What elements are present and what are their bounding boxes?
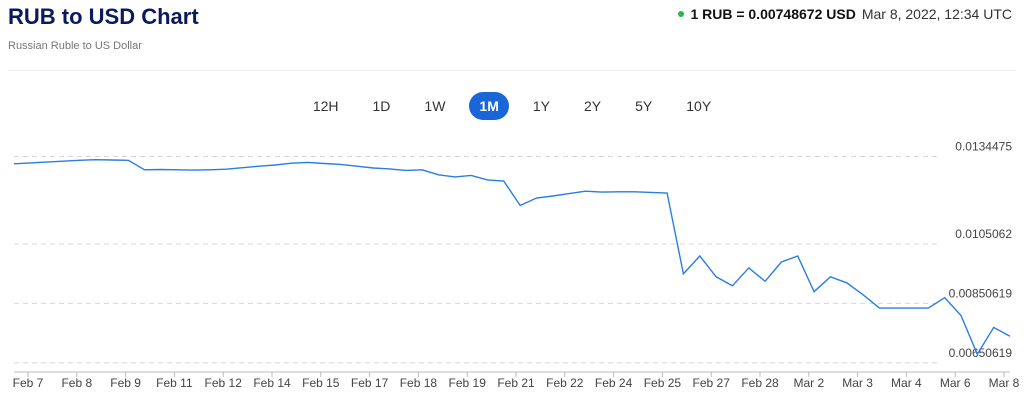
separator — [8, 70, 1016, 71]
x-tick-label: Feb 18 — [400, 376, 438, 390]
y-tick-label: 0.0105062 — [955, 227, 1012, 241]
x-tick-label: Feb 27 — [693, 376, 731, 390]
x-tick-label: Feb 21 — [497, 376, 535, 390]
range-button[interactable]: 1M — [469, 92, 509, 120]
x-tick-label: Feb 8 — [61, 376, 92, 390]
x-tick-label: Mar 4 — [891, 376, 922, 390]
live-dot — [678, 11, 685, 17]
range-button[interactable]: 1D — [372, 98, 391, 114]
range-button[interactable]: 1Y — [532, 98, 550, 114]
x-tick-label: Mar 3 — [842, 376, 873, 390]
y-tick-label: 0.0134475 — [955, 140, 1012, 154]
x-tick-label: Mar 2 — [793, 376, 824, 390]
range-button[interactable]: 1W — [424, 98, 446, 114]
timestamp: Mar 8, 2022, 12:34 UTC — [861, 6, 1012, 22]
x-tick-label: Feb 28 — [741, 376, 779, 390]
x-tick-label: Mar 8 — [989, 376, 1020, 390]
title: RUB to USD Chart — [8, 4, 199, 29]
x-tick-label: Feb 17 — [351, 376, 389, 390]
rate-box: 1 RUB = 0.00748672 USD Mar 8, 2022, 12:3… — [678, 6, 1012, 22]
x-tick-label: Feb 22 — [546, 376, 584, 390]
range-button[interactable]: 5Y — [635, 98, 653, 114]
x-tick-label: Feb 24 — [595, 376, 633, 390]
x-tick-label: Feb 19 — [449, 376, 487, 390]
x-tick-label: Feb 14 — [253, 376, 291, 390]
x-tick-label: Feb 12 — [205, 376, 243, 390]
x-tick-label: Feb 7 — [13, 376, 44, 390]
range-button[interactable]: 12H — [312, 98, 339, 114]
y-tick-label: 0.00650619 — [949, 346, 1013, 360]
range-button[interactable]: 2Y — [584, 98, 602, 114]
y-tick-label: 0.00850619 — [949, 287, 1013, 301]
x-tick-label: Feb 9 — [110, 376, 141, 390]
x-tick-label: Feb 15 — [302, 376, 340, 390]
range-selector: 12H 1D 1W 1M 1Y 2Y 5Y 10Y — [0, 92, 1024, 120]
price-line — [13, 158, 1011, 356]
x-tick-label: Feb 11 — [156, 376, 193, 390]
x-tick-label: Mar 6 — [940, 376, 971, 390]
subtitle: Russian Ruble to US Dollar — [8, 40, 142, 52]
rate: 1 RUB = 0.00748672 USD — [690, 6, 856, 22]
x-tick-label: Feb 25 — [644, 376, 682, 390]
range-button[interactable]: 10Y — [686, 98, 712, 114]
